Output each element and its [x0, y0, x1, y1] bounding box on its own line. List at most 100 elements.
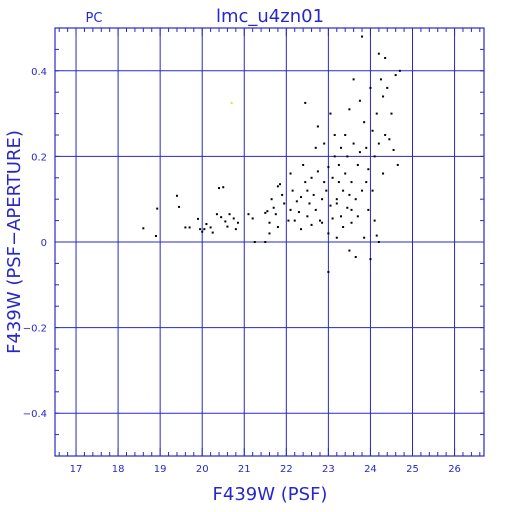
data-point — [266, 210, 269, 213]
data-point — [346, 206, 349, 209]
y-tick-label: 0.4 — [31, 67, 47, 78]
x-axis-ticks: 17 18 19 20 21 22 23 24 25 26 — [58, 28, 481, 475]
data-point — [203, 228, 206, 231]
data-point — [348, 249, 351, 252]
x-tick-label: 19 — [154, 464, 167, 475]
data-point — [367, 168, 370, 171]
data-point — [337, 163, 340, 166]
data-point — [354, 198, 357, 201]
data-point — [199, 228, 202, 231]
data-point — [379, 78, 382, 81]
x-tick-label: 20 — [196, 464, 209, 475]
data-point — [327, 232, 330, 235]
data-point — [316, 125, 319, 128]
data-point — [363, 121, 366, 124]
x-tick-label: 26 — [448, 464, 461, 475]
data-point — [377, 52, 380, 55]
data-point — [314, 146, 317, 149]
data-point — [358, 99, 361, 102]
data-point — [329, 204, 332, 207]
data-point — [340, 146, 342, 149]
y-axis-label: F439W (PSF−APERTURE) — [4, 130, 25, 354]
data-point — [215, 213, 218, 216]
data-point — [331, 176, 334, 179]
data-point — [197, 217, 199, 220]
data-point — [369, 86, 372, 89]
x-tick-label: 25 — [406, 464, 419, 475]
data-point — [300, 196, 303, 199]
data-point — [281, 193, 284, 196]
x-tick-label: 21 — [238, 464, 251, 475]
data-point — [333, 134, 336, 136]
data-point — [377, 241, 380, 243]
data-point — [154, 235, 157, 238]
data-point — [352, 78, 355, 81]
data-point — [310, 223, 313, 226]
x-tick-label: 23 — [322, 464, 335, 475]
data-point — [350, 221, 353, 224]
x-tick-label: 24 — [364, 464, 377, 475]
data-point — [392, 148, 395, 151]
data-point — [333, 155, 336, 158]
y-axis-ticks: −0.4 −0.2 0 0.2 0.4 — [23, 27, 484, 457]
data-point — [352, 142, 355, 145]
grid-lines — [55, 28, 484, 456]
data-point — [327, 166, 330, 169]
data-point — [350, 208, 353, 211]
data-point — [337, 181, 340, 184]
data-point — [384, 56, 387, 59]
data-point — [356, 215, 359, 218]
data-point — [142, 227, 145, 230]
data-point — [323, 142, 326, 145]
data-point — [329, 112, 332, 115]
data-point — [344, 134, 347, 136]
data-point — [226, 225, 229, 228]
data-point — [279, 183, 282, 186]
data-point — [264, 211, 267, 214]
data-point — [220, 216, 223, 219]
data-point — [365, 181, 368, 184]
data-point — [236, 221, 239, 224]
data-point — [300, 228, 303, 231]
data-point — [232, 217, 235, 220]
data-point — [396, 163, 399, 166]
data-point — [268, 221, 271, 224]
data-point — [318, 219, 321, 222]
data-point — [388, 138, 391, 141]
data-point — [356, 163, 359, 166]
data-point — [304, 181, 307, 184]
data-point — [325, 189, 328, 192]
x-tick-label: 17 — [70, 464, 83, 475]
data-point — [295, 200, 298, 203]
data-point — [323, 181, 326, 184]
data-point — [211, 231, 214, 234]
data-point — [358, 151, 361, 154]
x-tick-label: 22 — [280, 464, 293, 475]
data-point — [386, 86, 389, 89]
data-point — [201, 230, 204, 233]
data-point — [365, 146, 368, 149]
data-point — [342, 226, 345, 229]
data-point — [178, 205, 181, 208]
data-point — [205, 223, 208, 226]
data-point — [247, 213, 250, 216]
data-point — [335, 202, 338, 205]
data-point — [270, 198, 273, 201]
data-point — [384, 134, 387, 136]
data-point — [156, 207, 159, 210]
data-point — [348, 108, 351, 111]
data-point — [306, 215, 309, 218]
y-tick-label: −0.2 — [23, 324, 47, 335]
data-point — [308, 202, 311, 205]
data-point — [276, 185, 279, 188]
y-tick-label: −0.4 — [23, 409, 47, 420]
data-points — [142, 35, 401, 273]
data-point — [184, 226, 187, 229]
data-point — [382, 172, 385, 175]
data-point — [375, 112, 378, 115]
data-point — [287, 219, 290, 222]
x-axis-label: F439W (PSF) — [213, 484, 328, 505]
data-point — [274, 213, 277, 216]
data-point — [373, 155, 376, 158]
